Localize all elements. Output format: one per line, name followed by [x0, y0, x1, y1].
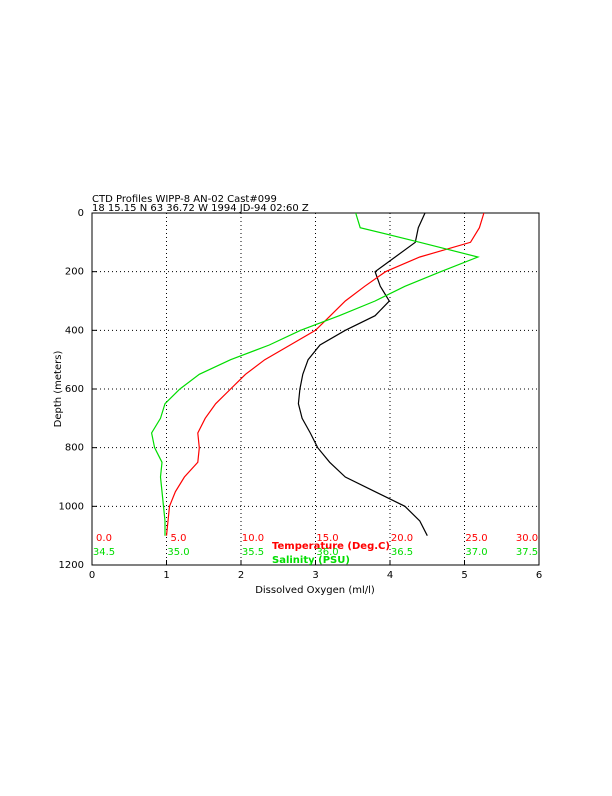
- x-tick-label: 3: [312, 570, 318, 581]
- profile-line: [165, 212, 485, 536]
- x-tick-label: 0: [89, 570, 95, 581]
- x-tick-label: 5: [461, 570, 467, 581]
- y-tick-label: 0: [78, 208, 84, 219]
- salinity_axis-label: Salinity (PSU): [272, 555, 350, 566]
- temperature_axis-tick-label: 5.0: [171, 533, 187, 544]
- temperature_axis-tick-label: 15.0: [316, 533, 338, 544]
- y-tick-label: 1000: [59, 501, 84, 512]
- chart-title: CTD Profiles WIPP-8 AN-02 Cast#099: [92, 194, 277, 205]
- temperature_axis-tick-label: 30.0: [516, 533, 538, 544]
- salinity_axis-tick-label: 35.0: [167, 547, 189, 558]
- y-axis-label: Depth (meters): [53, 351, 64, 428]
- profile-line: [297, 212, 428, 536]
- x-tick-label: 1: [163, 570, 169, 581]
- y-tick-label: 1200: [59, 560, 84, 571]
- temperature_axis-tick-label: 0.0: [96, 533, 112, 544]
- y-tick-label: 600: [65, 384, 84, 395]
- x-tick-label: 4: [387, 570, 393, 581]
- y-tick-label: 400: [65, 325, 84, 336]
- x-tick-label: 6: [536, 570, 542, 581]
- salinity_axis-tick-label: 36.0: [316, 547, 338, 558]
- temperature_axis-tick-label: 25.0: [465, 533, 487, 544]
- x-tick-label: 2: [238, 570, 244, 581]
- temperature_axis-tick-label: 10.0: [242, 533, 264, 544]
- y-tick-label: 800: [65, 443, 84, 454]
- temperature_axis-label: Temperature (Deg.C): [272, 541, 390, 552]
- profile-line: [150, 212, 480, 536]
- x-axis-label: Dissolved Oxygen (ml/l): [255, 585, 375, 596]
- salinity_axis-tick-label: 37.0: [465, 547, 487, 558]
- y-tick-label: 200: [65, 267, 84, 278]
- salinity_axis-tick-label: 34.5: [93, 547, 115, 558]
- salinity_axis-tick-label: 36.5: [391, 547, 413, 558]
- salinity_axis-tick-label: 37.5: [516, 547, 538, 558]
- temperature_axis-tick-label: 20.0: [391, 533, 413, 544]
- chart-subtitle: 18 15.15 N 63 36.72 W 1994 JD-94 02:60 Z: [92, 203, 309, 214]
- salinity_axis-tick-label: 35.5: [242, 547, 264, 558]
